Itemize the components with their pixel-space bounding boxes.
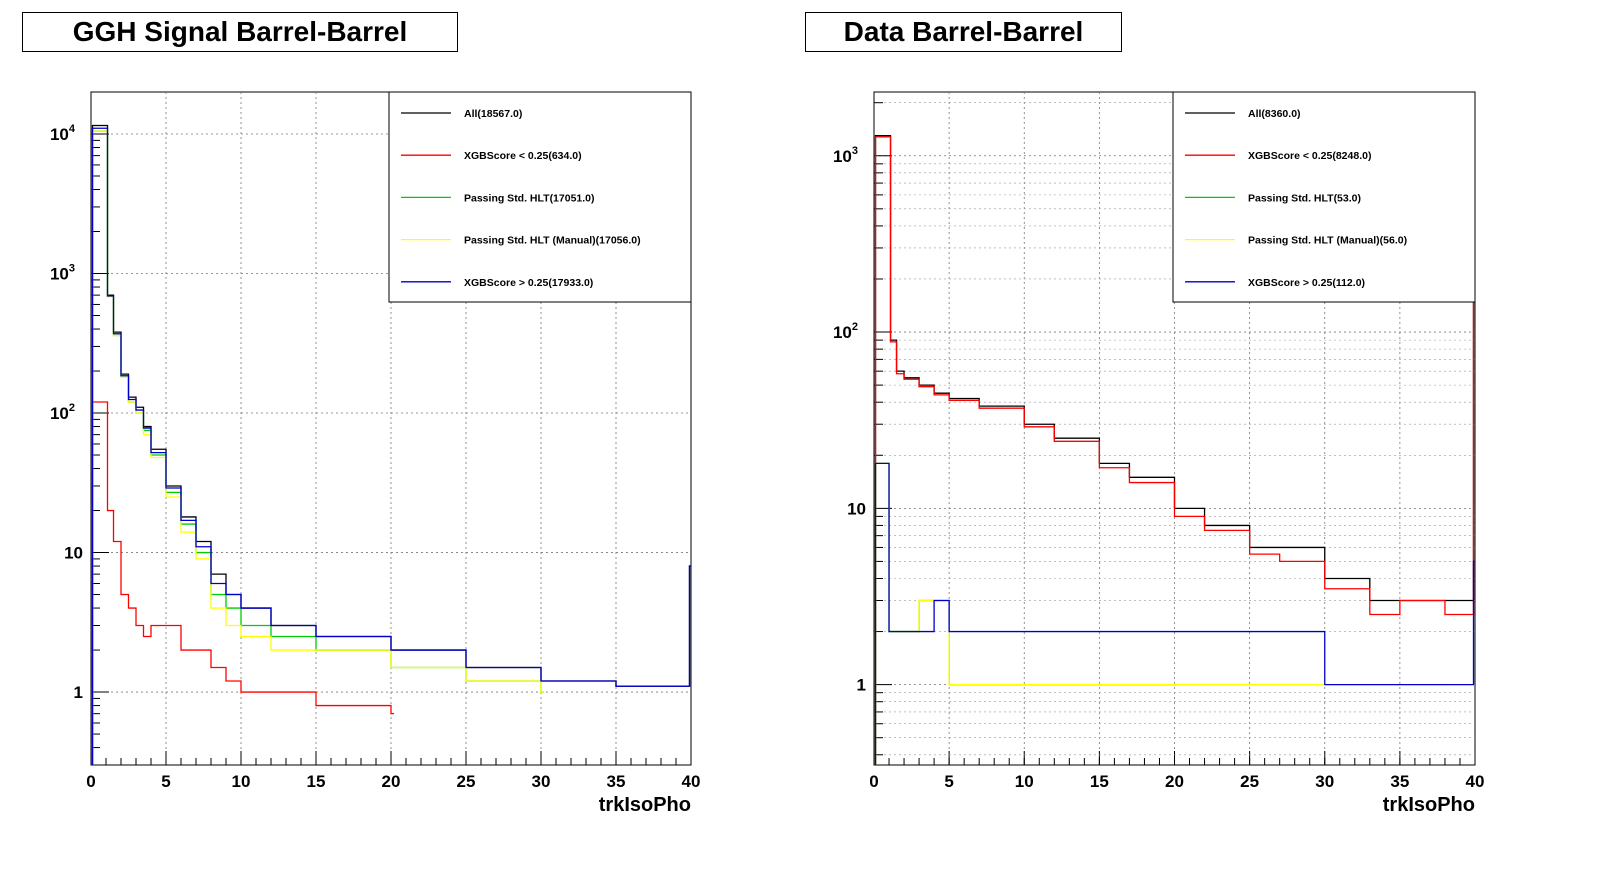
legend-label: XGBScore < 0.25(8248.0) (1248, 150, 1371, 162)
plot-area: 0 5 10 15 20 25 30 35 40 1 10 102 103 trkIsoPho All(83… (833, 91, 1485, 816)
y-tick-exponent: 2 (69, 402, 75, 414)
chart-title: GGH Signal Barrel-Barrel (22, 12, 458, 52)
x-tick-label: 25 (457, 772, 476, 791)
y-tick-label: 103 (50, 263, 75, 284)
x-tick-label: 15 (1090, 772, 1109, 791)
y-tick-exponent: 4 (69, 123, 76, 135)
legend-label: Passing Std. HLT (Manual)(56.0) (1248, 235, 1407, 247)
y-tick-exponent: 3 (69, 263, 75, 275)
y-tick-label: 102 (50, 402, 75, 423)
chart-title: Data Barrel-Barrel (805, 12, 1122, 52)
y-tick-label: 10 (847, 499, 866, 518)
y-tick-exponent: 3 (852, 145, 858, 157)
plot-area: 0 5 10 15 20 25 30 35 40 1 10 102 103 104 trkIsoPho All… (50, 91, 701, 816)
series-line (91, 401, 394, 765)
right-panel: Data Barrel-Barrel 0 5 10 15 20 25 30 35 40 1 10 10… (799, 0, 1598, 874)
y-tick-label: 102 (833, 321, 858, 342)
x-tick-label: 5 (944, 772, 953, 791)
legend-label: XGBScore < 0.25(634.0) (464, 150, 582, 162)
y-tick-label: 104 (50, 123, 76, 144)
legend-label: XGBScore > 0.25(17933.0) (464, 277, 593, 289)
x-tick-label: 0 (86, 772, 95, 791)
series-line (91, 127, 691, 765)
legend-label: All(8360.0) (1248, 108, 1301, 120)
x-tick-label: 20 (1165, 772, 1184, 791)
y-tick-label: 1 (857, 676, 866, 695)
x-axis-label: trkIsoPho (1383, 794, 1475, 816)
y-tick-label: 10 (64, 544, 83, 563)
y-tick-label: 103 (833, 145, 858, 166)
x-tick-label: 35 (607, 772, 626, 791)
x-tick-label: 10 (1015, 772, 1034, 791)
legend-label: XGBScore > 0.25(112.0) (1248, 277, 1365, 289)
x-tick-label: 40 (682, 772, 701, 791)
y-tick-exponent: 2 (852, 321, 858, 333)
legend-label: Passing Std. HLT(17051.0) (464, 192, 595, 204)
legend-label: Passing Std. HLT (Manual)(17056.0) (464, 235, 641, 247)
x-tick-label: 0 (869, 772, 878, 791)
y-tick-label: 1 (74, 683, 83, 702)
left-panel: GGH Signal Barrel-Barrel 0 5 10 15 20 25 30 35 4… (22, 12, 701, 816)
series-line (874, 136, 1475, 765)
x-tick-label: 25 (1240, 772, 1259, 791)
x-tick-label: 30 (532, 772, 551, 791)
x-tick-label: 20 (382, 772, 401, 791)
x-axis-label: trkIsoPho (599, 794, 691, 816)
x-tick-label: 35 (1390, 772, 1409, 791)
x-tick-label: 10 (232, 772, 251, 791)
x-tick-label: 15 (307, 772, 326, 791)
x-tick-label: 30 (1315, 772, 1334, 791)
series-line (874, 462, 1475, 765)
legend-label: All(18567.0) (464, 108, 522, 120)
legend-label: Passing Std. HLT(53.0) (1248, 192, 1361, 204)
x-tick-label: 5 (161, 772, 170, 791)
x-tick-label: 40 (1466, 772, 1485, 791)
